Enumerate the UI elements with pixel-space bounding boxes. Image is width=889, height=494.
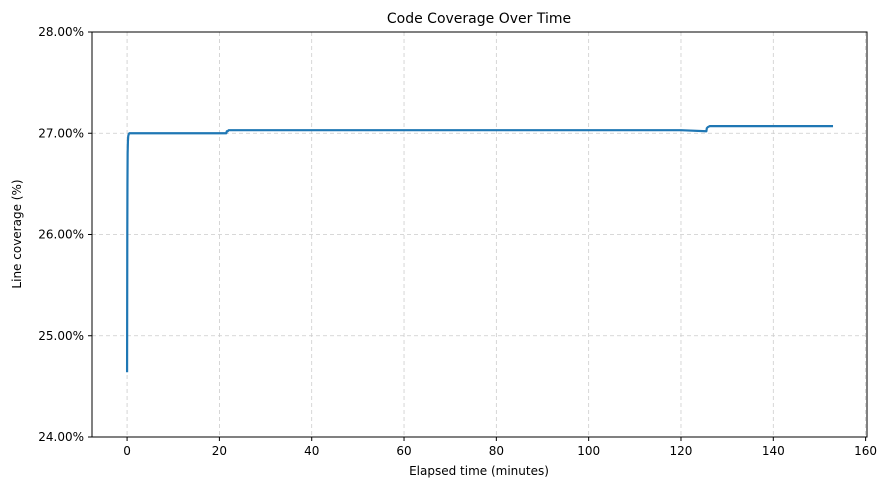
series-line	[125, 125, 834, 373]
x-tick-label: 160	[854, 444, 877, 458]
grid-layer	[92, 31, 867, 438]
y-tick-label: 28.00%	[38, 25, 84, 39]
x-axis-ticks: 0 20 40 60 80 100 120 140 160	[123, 437, 877, 458]
chart-title: Code Coverage Over Time	[387, 11, 571, 27]
y-axis-label: Line coverage (%)	[10, 179, 24, 288]
y-tick-label: 27.00%	[38, 126, 84, 140]
x-tick-label: 120	[670, 444, 693, 458]
x-tick-label: 140	[762, 444, 785, 458]
x-axis-label: Elapsed time (minutes)	[409, 464, 549, 478]
y-tick-label: 25.00%	[38, 329, 84, 343]
series-layer	[125, 125, 834, 373]
x-tick-label: 0	[123, 444, 131, 458]
x-tick-label: 60	[396, 444, 411, 458]
y-tick-label: 24.00%	[38, 430, 84, 444]
y-tick-label: 26.00%	[38, 228, 84, 242]
x-tick-label: 20	[212, 444, 227, 458]
x-tick-label: 100	[577, 444, 600, 458]
x-tick-label: 80	[489, 444, 504, 458]
x-tick-label: 40	[304, 444, 319, 458]
y-axis-ticks: 24.00% 25.00% 26.00% 27.00% 28.00%	[38, 25, 92, 444]
